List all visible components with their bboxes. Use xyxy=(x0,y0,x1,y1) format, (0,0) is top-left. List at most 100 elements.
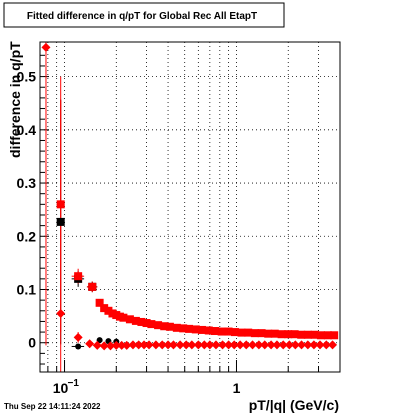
y-tick-label: 0.1 xyxy=(17,282,37,298)
data-point-diamond xyxy=(92,340,102,350)
data-point-square xyxy=(74,272,83,281)
data-markers xyxy=(41,42,339,351)
data-point-diamond xyxy=(278,340,288,350)
data-point-diamond xyxy=(85,339,95,349)
data-point-square xyxy=(303,330,312,339)
data-point-diamond xyxy=(193,340,203,350)
x-tick-label: 1 xyxy=(233,380,241,396)
y-tick-label: 0 xyxy=(28,335,36,351)
data-point-diamond xyxy=(56,308,66,318)
data-point-square xyxy=(137,317,146,326)
data-point-diamond xyxy=(321,340,331,350)
data-point-diamond xyxy=(111,340,121,350)
data-point-square xyxy=(297,330,306,339)
data-point-diamond xyxy=(211,340,221,350)
data-point-diamond xyxy=(163,340,173,350)
data-point-diamond xyxy=(134,340,144,350)
data-point-square xyxy=(147,320,156,329)
data-point-diamond xyxy=(181,340,191,350)
data-point-square xyxy=(185,324,194,333)
data-point-diamond xyxy=(117,340,127,350)
data-point-diamond xyxy=(144,340,154,350)
data-point-square xyxy=(154,321,163,330)
data-point-diamond xyxy=(248,340,258,350)
data-point-circle xyxy=(75,343,82,350)
x-tick-label: 10 xyxy=(53,380,69,396)
y-tick-label: 0.5 xyxy=(17,69,37,85)
data-point-diamond xyxy=(105,341,115,351)
data-point-diamond xyxy=(235,340,245,350)
data-point-square xyxy=(217,327,226,336)
data-point-square xyxy=(160,322,169,331)
data-point-square xyxy=(316,331,325,340)
data-point-diamond xyxy=(157,340,167,350)
data-point-diamond xyxy=(290,340,300,350)
data-point-square xyxy=(284,330,293,339)
data-point-square xyxy=(197,325,206,334)
data-point-circle xyxy=(96,337,103,344)
data-point-square xyxy=(125,315,134,324)
data-point-diamond xyxy=(224,340,234,350)
data-point-square xyxy=(104,306,113,315)
data-point-square xyxy=(290,330,299,339)
data-point-square xyxy=(244,328,253,337)
data-point-square xyxy=(224,327,233,336)
x-tick-label-exponent: −1 xyxy=(68,378,80,389)
data-point-square xyxy=(310,330,319,339)
data-point-square xyxy=(270,329,279,338)
y-tick-label: 0.3 xyxy=(17,175,37,191)
data-point-square xyxy=(100,304,109,313)
data-point-square xyxy=(264,329,273,338)
data-point-diamond xyxy=(73,332,83,342)
x-axis-label: pT/|q| (GeV/c) xyxy=(249,397,339,413)
data-point-square xyxy=(88,282,97,291)
data-point-diamond xyxy=(229,340,239,350)
data-point-square xyxy=(131,316,140,325)
timestamp: Thu Sep 22 14:11:24 2022 xyxy=(4,402,101,411)
data-point-square xyxy=(165,322,174,331)
data-point-diamond xyxy=(241,340,251,350)
data-point-square xyxy=(210,327,219,336)
data-point-diamond xyxy=(315,340,325,350)
data-point-diamond xyxy=(151,340,161,350)
data-point-diamond xyxy=(328,340,338,350)
data-point-square xyxy=(172,323,181,332)
data-point-square xyxy=(179,324,188,333)
plot-area xyxy=(40,42,340,372)
data-point-diamond xyxy=(303,340,313,350)
data-point-diamond xyxy=(254,340,264,350)
data-point-diamond xyxy=(128,340,138,350)
data-point-diamond xyxy=(168,340,178,350)
data-point-square xyxy=(204,326,213,335)
chart-title: Fitted difference in q/pT for Global Rec… xyxy=(27,11,257,22)
data-point-square xyxy=(56,200,65,209)
data-point-square xyxy=(230,328,239,337)
y-axis-label: difference in q/pT xyxy=(7,41,23,158)
data-point-diamond xyxy=(272,340,282,350)
data-point-diamond xyxy=(266,340,276,350)
data-point-diamond xyxy=(297,340,307,350)
data-point-square xyxy=(191,325,200,334)
data-point-square xyxy=(56,217,65,226)
data-point-square xyxy=(142,319,151,328)
y-tick-label: 0.2 xyxy=(17,228,37,244)
data-point-diamond xyxy=(309,340,319,350)
data-point-diamond xyxy=(175,340,185,350)
data-point-square xyxy=(237,328,246,337)
data-point-square xyxy=(95,298,104,307)
data-point-diamond xyxy=(99,341,109,351)
data-point-diamond xyxy=(205,340,215,350)
data-point-square xyxy=(250,329,259,338)
data-point-square xyxy=(257,329,266,338)
data-point-diamond xyxy=(260,340,270,350)
data-point-diamond xyxy=(139,340,149,350)
data-point-diamond xyxy=(122,340,132,350)
plot-frame xyxy=(39,41,341,373)
title-box xyxy=(3,2,285,28)
data-point-diamond xyxy=(218,340,228,350)
data-point-square xyxy=(323,331,332,340)
data-point-diamond xyxy=(199,340,209,350)
axes: 0 0.1 0.2 0.3 0.4 0.5 10 −1 1 xyxy=(17,54,320,396)
data-point-diamond xyxy=(41,42,51,52)
